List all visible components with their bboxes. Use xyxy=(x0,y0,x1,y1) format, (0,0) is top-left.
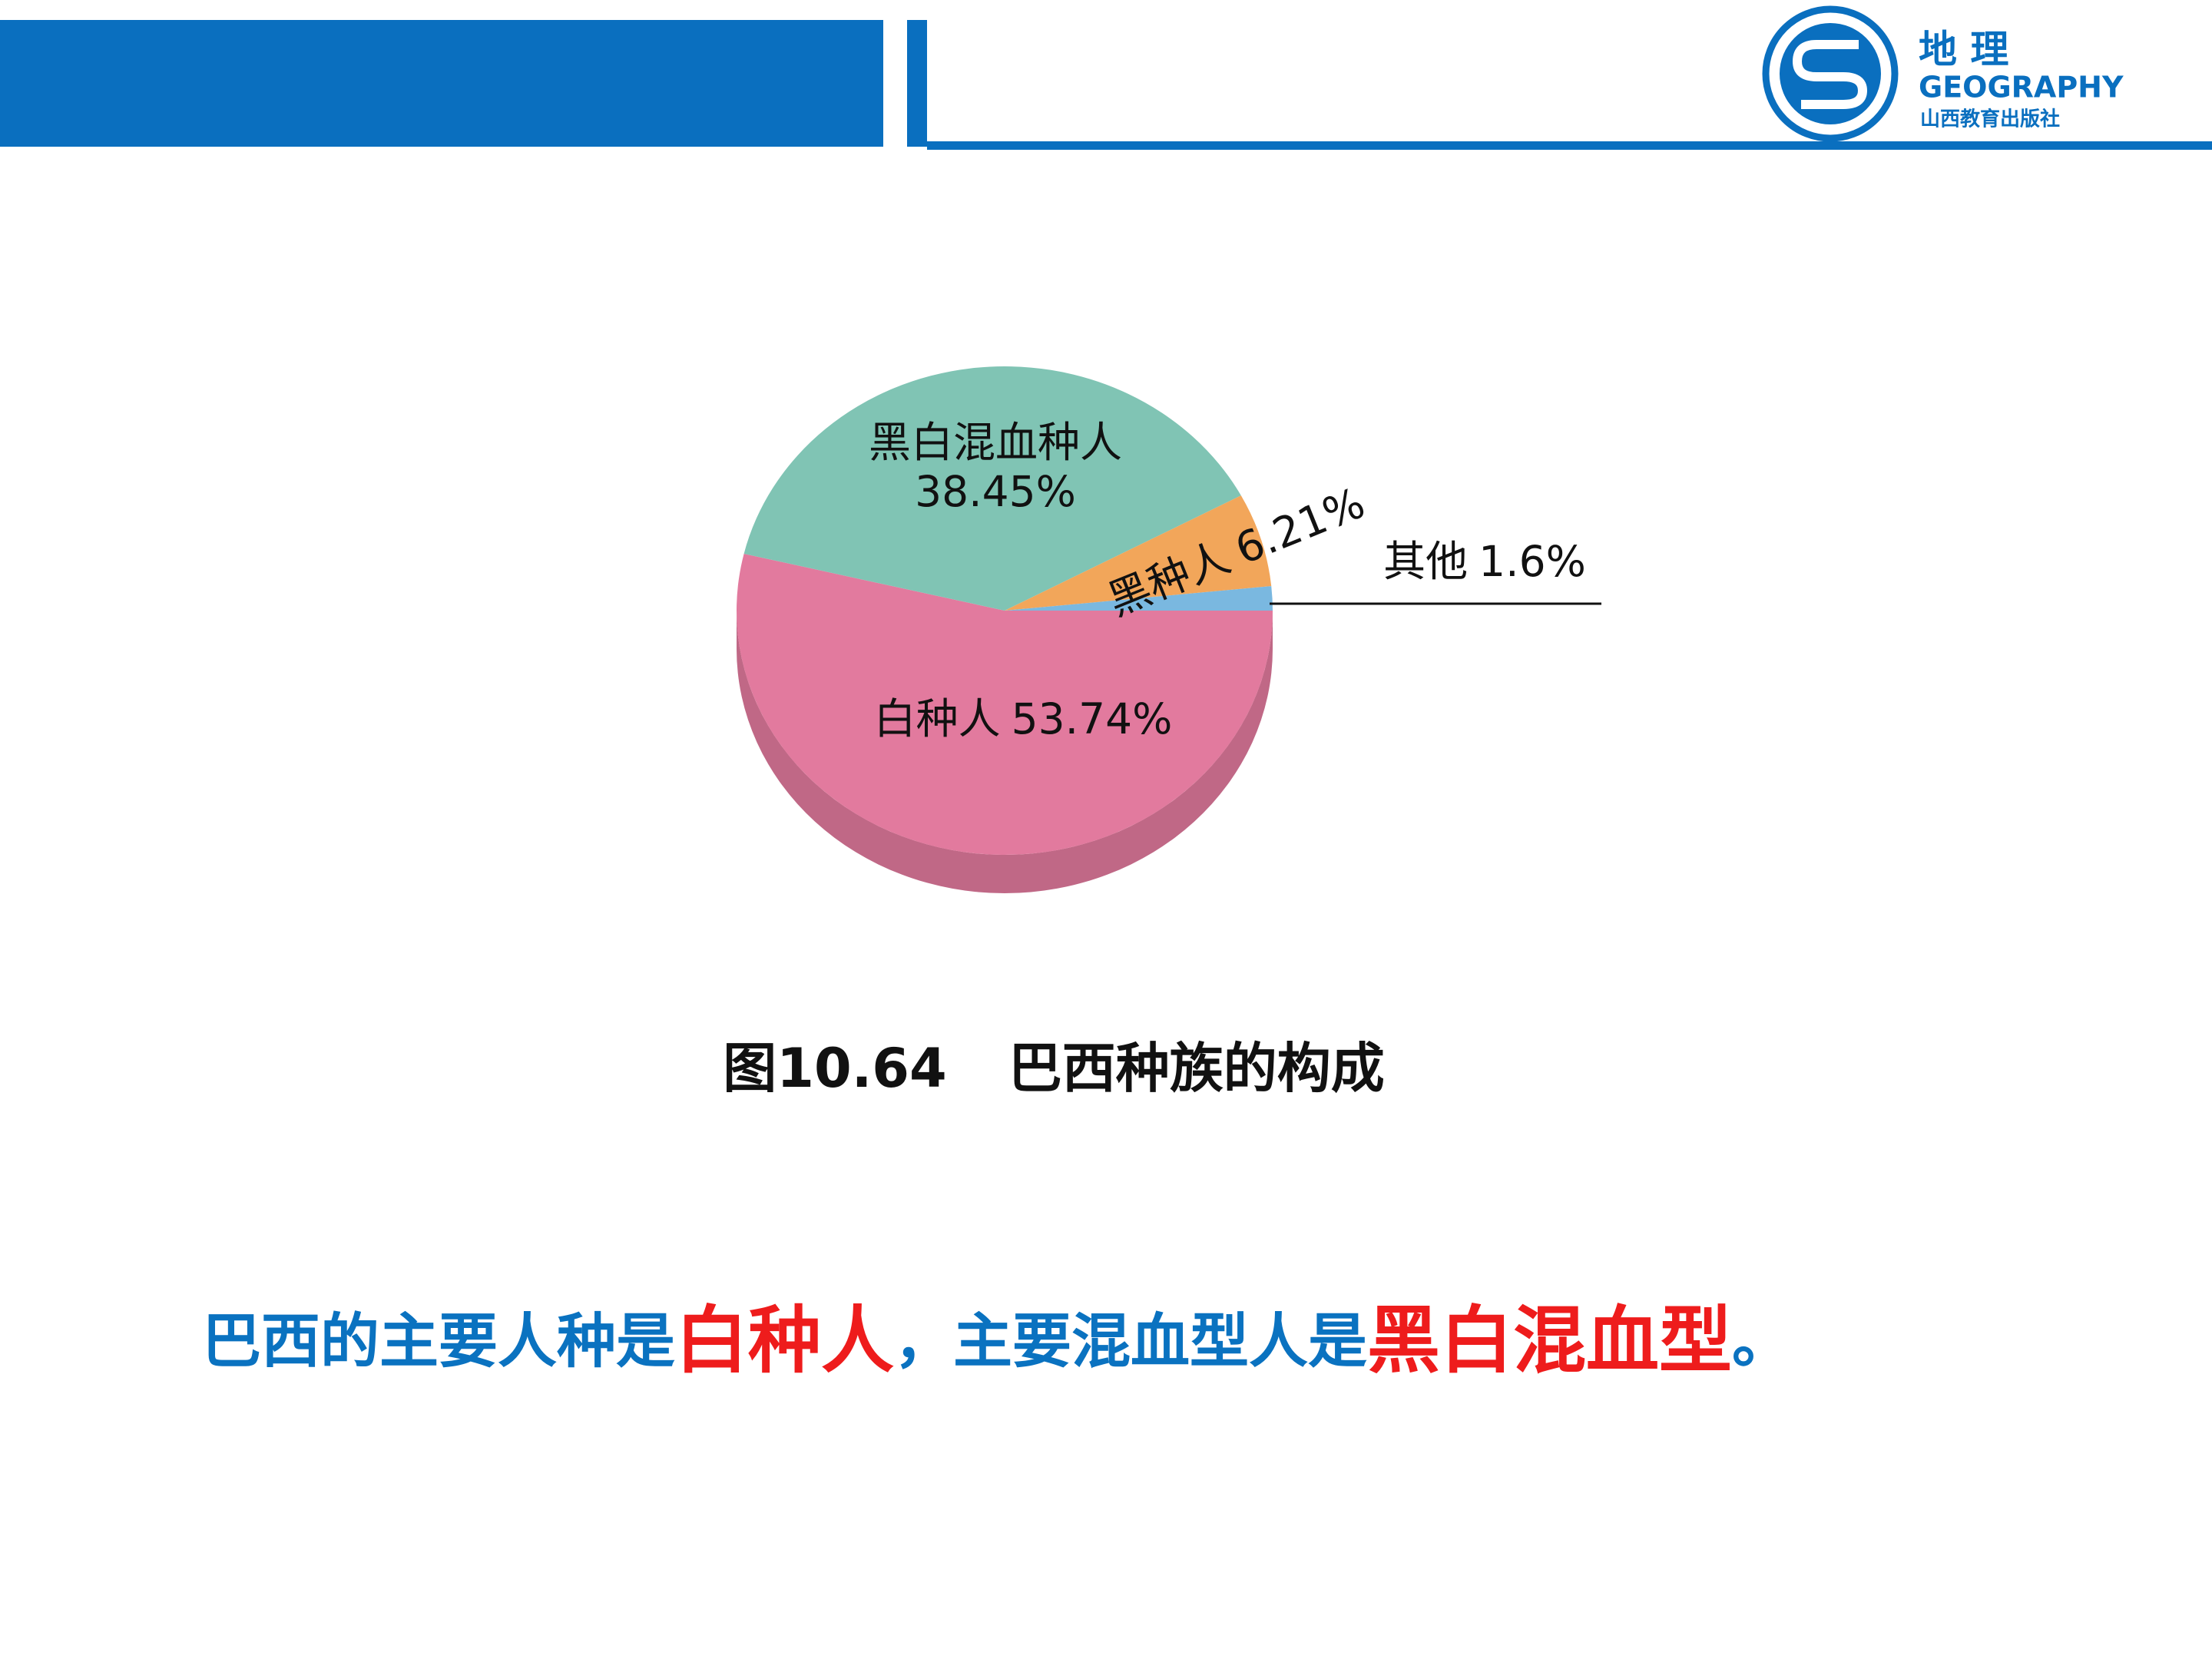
publisher: 山西教育出版社 xyxy=(1920,108,2060,131)
pie-slice xyxy=(743,366,1241,611)
pie-slice xyxy=(1005,586,1273,611)
slice-label: 其他 1.6% xyxy=(1383,537,1586,586)
slice-value: 38.45% xyxy=(915,467,1076,516)
pie-side xyxy=(737,611,1273,893)
slice-label: 白种人 53.74% xyxy=(874,694,1173,743)
caption: 图10.64 巴西种族的构成 xyxy=(723,1037,1384,1100)
conclusion: 巴西的主要人种是白种人，主要混血型人是黑白混血型。 xyxy=(202,1299,1791,1383)
logo-ring xyxy=(1762,5,1899,142)
header-rule xyxy=(927,141,2212,150)
logo-title: 地 理 xyxy=(1919,28,2008,72)
slice-value: 1.6% xyxy=(1479,537,1586,586)
caption-text: 巴西种族的构成 xyxy=(1008,1037,1385,1100)
slice-category: 黑白混血种人 xyxy=(869,418,1122,467)
conclusion-segment: 巴西的主要人种是 xyxy=(202,1308,675,1376)
slice-category: 白种人 xyxy=(874,694,1001,743)
pie-slice xyxy=(737,553,1273,855)
pie-slice xyxy=(1005,495,1272,611)
slice-label: 黑白混血种人 38.45% xyxy=(869,418,1122,516)
slice-value: 53.74% xyxy=(1012,694,1173,743)
caption-number: 图10.64 xyxy=(723,1037,946,1100)
header-bar xyxy=(0,20,883,147)
logo-subtitle: GEOGRAPHY xyxy=(1919,71,2124,104)
conclusion-segment: 。 xyxy=(1732,1308,1791,1376)
conclusion-segment: 黑白混血型 xyxy=(1367,1299,1732,1383)
slice-category: 其他 xyxy=(1383,537,1468,586)
conclusion-segment: 白种人 xyxy=(675,1299,894,1383)
slice-value: 6.21% xyxy=(1229,478,1372,574)
pie-chart: 白种人 53.74%黑白混血种人 38.45%黑种人6.21% 其他 1.6% xyxy=(737,366,1601,893)
logo-symbol xyxy=(1792,40,1868,109)
header-divider xyxy=(907,20,927,147)
logo: 地 理 GEOGRAPHY 山西教育出版社 xyxy=(1762,5,2124,142)
conclusion-segment: ，主要混血型人是 xyxy=(894,1308,1367,1376)
